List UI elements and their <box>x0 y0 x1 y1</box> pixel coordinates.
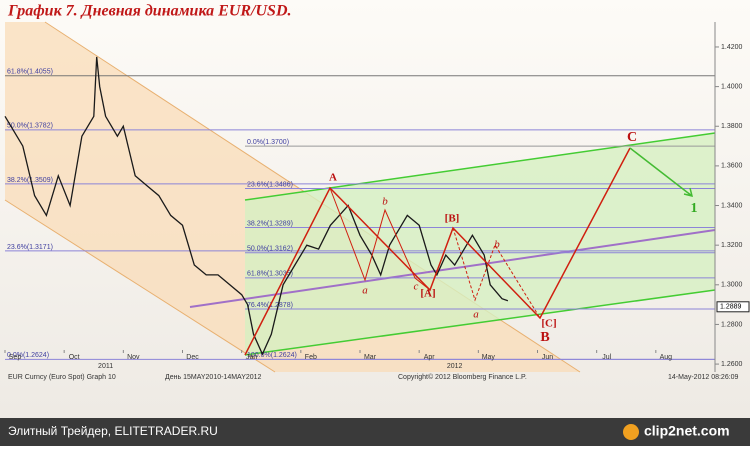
x-tick-label: Jun <box>542 354 553 361</box>
x-tick-label: May <box>482 354 496 361</box>
x-tick-label: Mar <box>364 354 377 361</box>
y-tick-label: 1.3400 <box>721 202 743 209</box>
last-price-label: 1.2889 <box>720 304 742 311</box>
y-tick-label: 1.3800 <box>721 123 743 130</box>
y-tick-label: 1.4000 <box>721 83 743 90</box>
x-tick-label: Nov <box>127 354 140 361</box>
wave-label: a <box>473 309 479 321</box>
wave-label: C <box>627 130 637 145</box>
plot <box>4 56 509 356</box>
fib-label: 23.6%(1.3171) <box>7 244 53 251</box>
fib-label: 23.6%(1.3486) <box>247 181 293 188</box>
logo-icon <box>623 424 639 440</box>
wave-label: [B] <box>445 213 460 225</box>
wave-label: A <box>329 172 337 184</box>
fib-label: 0.0%(1.2624) <box>7 352 49 359</box>
fib-label: 61.8%(1.4055) <box>7 69 53 76</box>
channel-line <box>244 289 716 356</box>
banner-logo[interactable]: clip2net.com <box>644 423 730 439</box>
trend-line <box>189 229 716 308</box>
wave-path <box>329 187 431 291</box>
arrow <box>629 147 694 198</box>
year-label: 2011 <box>98 363 113 370</box>
wave-path <box>452 227 541 319</box>
fib-label: 100.0%(1.2624) <box>247 352 297 359</box>
wave-label: c <box>414 281 419 293</box>
fib-label: 50.0%(1.3782) <box>7 123 53 130</box>
last-price-box <box>716 301 750 313</box>
x-tick-label: Oct <box>69 354 80 361</box>
x-tick-label: Dec <box>186 354 199 361</box>
x-tick-label: Sep <box>9 354 22 361</box>
footer-text: 14-May-2012 08:26:09 <box>668 374 739 381</box>
footer-text: Copyright© 2012 Bloomberg Finance L.P. <box>398 373 527 381</box>
wave-label: 1 <box>691 201 698 216</box>
levels: 61.8%(1.4055) 50.0%(1.3782) 38.2%(1.3509) 2… <box>5 69 715 360</box>
x-tick-label: Feb <box>305 354 317 361</box>
price-line <box>4 56 509 356</box>
banner-text: Элитный Трейдер, ELITETRADER.RU <box>8 424 218 438</box>
wave-label: [A] <box>420 288 435 300</box>
y-tick-label: 1.4200 <box>721 44 743 51</box>
y-tick-label: 1.3200 <box>721 242 743 249</box>
wave-label: b <box>494 239 500 251</box>
x-tick-label: Aug <box>660 354 673 361</box>
year-label: 2012 <box>447 363 463 370</box>
fib-label: 50.0%(1.3162) <box>247 246 293 253</box>
x-tick-label: Jan <box>246 354 257 361</box>
fib-label: 0.0%(1.3700) <box>247 139 289 146</box>
x-tick-label: Jul <box>602 354 611 361</box>
y-tick-label: 1.2800 <box>721 321 743 328</box>
wave-path <box>244 147 631 356</box>
x-tick-label: Apr <box>424 354 436 361</box>
fib-label: 61.8%(1.3035) <box>247 271 293 278</box>
footer-text: EUR Curncy (Euro Spot) Graph 10 <box>8 374 116 381</box>
wave-label: B <box>540 330 549 345</box>
y-tick-label: 1.3000 <box>721 282 743 289</box>
y-tick-label: 1.2600 <box>721 361 743 368</box>
wave-label: [C] <box>541 318 556 330</box>
wave-label: a <box>362 285 368 297</box>
y-tick-label: 1.3600 <box>721 163 743 170</box>
channel-line <box>4 199 276 373</box>
fib-label: 38.2%(1.3509) <box>7 177 53 184</box>
wave-label: b <box>382 196 388 208</box>
footer-text: День 15MAY2010-14MAY2012 <box>165 374 262 381</box>
fib-label: 38.2%(1.3289) <box>247 220 293 227</box>
chart-title: График 7. Дневная динамика EUR/USD. <box>7 3 292 20</box>
